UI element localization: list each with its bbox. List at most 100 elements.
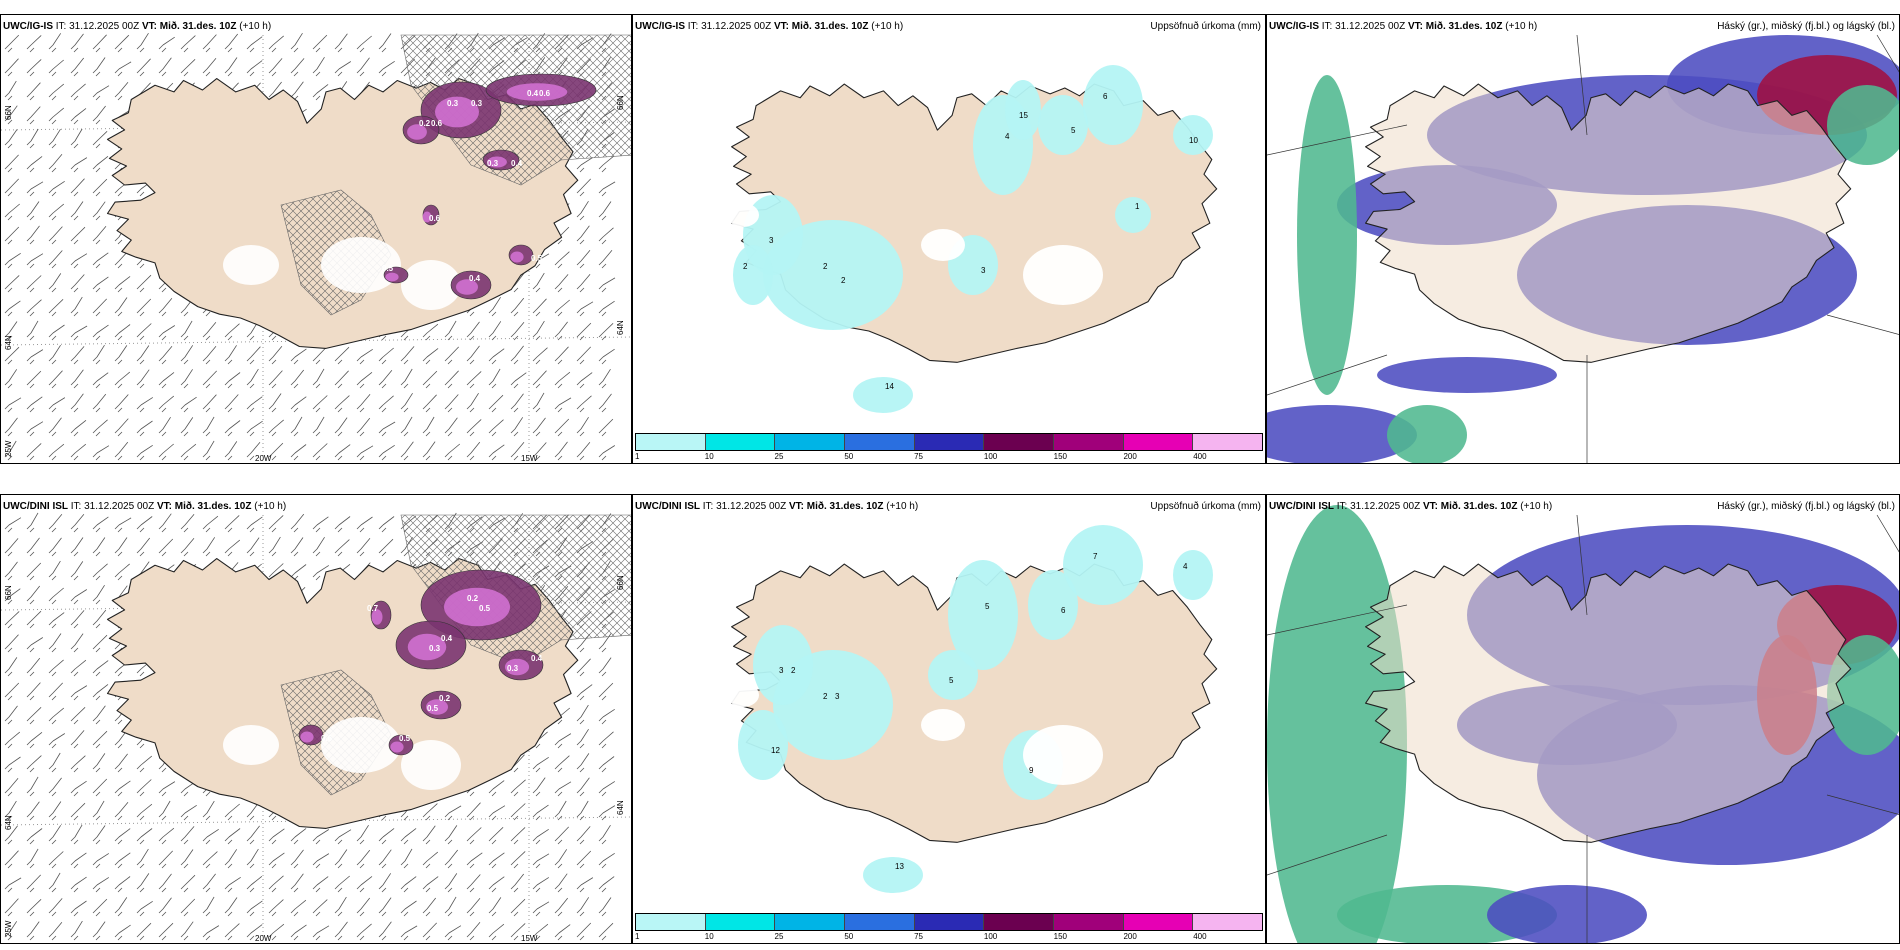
wind-barb (92, 516, 109, 533)
wind-barb (136, 922, 152, 941)
wind-barb (92, 131, 108, 149)
wind-barb (92, 252, 109, 269)
wind-barb (92, 877, 110, 893)
wind-barb (4, 538, 19, 557)
wind-barb (576, 800, 589, 821)
wind-barb (48, 682, 63, 701)
wind-snow-panel-row2: UWC/DINI ISL IT: 31.12.2025 00Z VT: Mið.… (0, 494, 632, 944)
wind-barb (224, 539, 241, 557)
precip-area (1173, 115, 1213, 155)
wind-barb (532, 272, 545, 293)
snow-value-label: 0.2 (439, 694, 451, 703)
wind-barb (290, 348, 307, 365)
wind-barb (312, 876, 329, 893)
snow-value-label: 0.5 (399, 734, 411, 743)
snow-area-core (390, 741, 404, 753)
wind-barb (4, 634, 19, 653)
wind-barb (48, 299, 64, 317)
wind-barb (48, 872, 61, 893)
wind-barb (158, 443, 174, 461)
wind-barb (48, 344, 61, 365)
wind-barb (334, 395, 350, 413)
panel-title: UWC/IG-IS IT: 31.12.2025 00Z VT: Mið. 31… (3, 21, 272, 32)
wind-barb (598, 805, 616, 821)
wind-barb (4, 397, 22, 413)
wind-barb (554, 733, 572, 749)
wind-barb (70, 900, 87, 917)
wind-barb (26, 299, 42, 317)
wind-barb (334, 849, 348, 869)
wind-barb (378, 444, 395, 461)
colorbar-tick: 150 (1053, 452, 1068, 461)
wind-barb (26, 637, 44, 653)
wind-barb (356, 537, 371, 557)
wind-barb (26, 156, 43, 173)
map-cloud (1267, 505, 1899, 943)
wind-barb (70, 802, 86, 821)
wind-barb (4, 850, 19, 869)
wind-barb (70, 201, 84, 221)
wind-barb (70, 852, 87, 869)
wind-barb (576, 322, 592, 341)
wind-barb (70, 226, 86, 245)
wind-barb (114, 897, 128, 917)
cloud-area (1377, 357, 1557, 393)
lon-label: 20W (255, 454, 272, 463)
wind-barb (246, 900, 263, 917)
wind-barb (488, 296, 501, 317)
cloud-area (1297, 75, 1357, 395)
wind-barb (312, 56, 325, 77)
wind-barb (444, 873, 458, 893)
wind-barb (554, 346, 569, 365)
wind-barb (312, 416, 325, 437)
lat-label-right: 64N (616, 320, 625, 335)
wind-barb (48, 83, 65, 101)
precip-value-label: 3 (769, 236, 774, 245)
wind-barb (48, 397, 66, 413)
wind-barb (466, 441, 481, 461)
wind-barb (268, 419, 284, 437)
wind-barb (246, 516, 263, 533)
wind-barb (114, 517, 132, 533)
wind-barb (180, 849, 194, 869)
colorbar-swatch (636, 914, 706, 930)
wind-barb (158, 346, 173, 365)
no-data-area (921, 229, 965, 261)
wind-barb (48, 707, 65, 725)
wind-barb (26, 828, 43, 845)
wind-barb (114, 924, 131, 941)
snow-value-label: 0.4 (527, 89, 539, 98)
wind-barb (136, 900, 153, 917)
wind-barb (268, 393, 282, 413)
wind-barb (444, 320, 457, 341)
wind-barb (70, 419, 87, 437)
wind-barb (4, 898, 19, 917)
wind-barb (334, 921, 348, 941)
wind-barb (576, 178, 591, 197)
wind-barb (136, 444, 153, 461)
wind-barb (378, 828, 395, 845)
wind-barb (26, 585, 41, 605)
wind-barb (4, 877, 22, 893)
wind-barb (444, 443, 461, 461)
wind-barb (4, 275, 20, 293)
wind-barb (26, 396, 43, 413)
wind-barb (136, 32, 149, 53)
wind-barb (400, 828, 417, 845)
wind-barb (114, 780, 131, 797)
wind-barb (334, 896, 347, 917)
wind-barb (114, 852, 131, 869)
panel-title: UWC/IG-IS IT: 31.12.2025 00Z VT: Mið. 31… (635, 21, 904, 32)
wind-barb (202, 925, 220, 941)
snow-area-core (422, 211, 432, 223)
corner-lon-label: 25W (4, 440, 13, 457)
wind-barb (400, 416, 413, 437)
wind-barb (136, 516, 153, 533)
wind-snow-panel-row1: UWC/IG-IS IT: 31.12.2025 00Z VT: Mið. 31… (0, 14, 632, 464)
no-data-area (223, 245, 279, 285)
wind-barb (532, 828, 549, 845)
wind-barb (488, 444, 505, 461)
no-data-area (1023, 245, 1103, 305)
wind-barb (554, 826, 569, 845)
wind-barb (26, 370, 42, 389)
